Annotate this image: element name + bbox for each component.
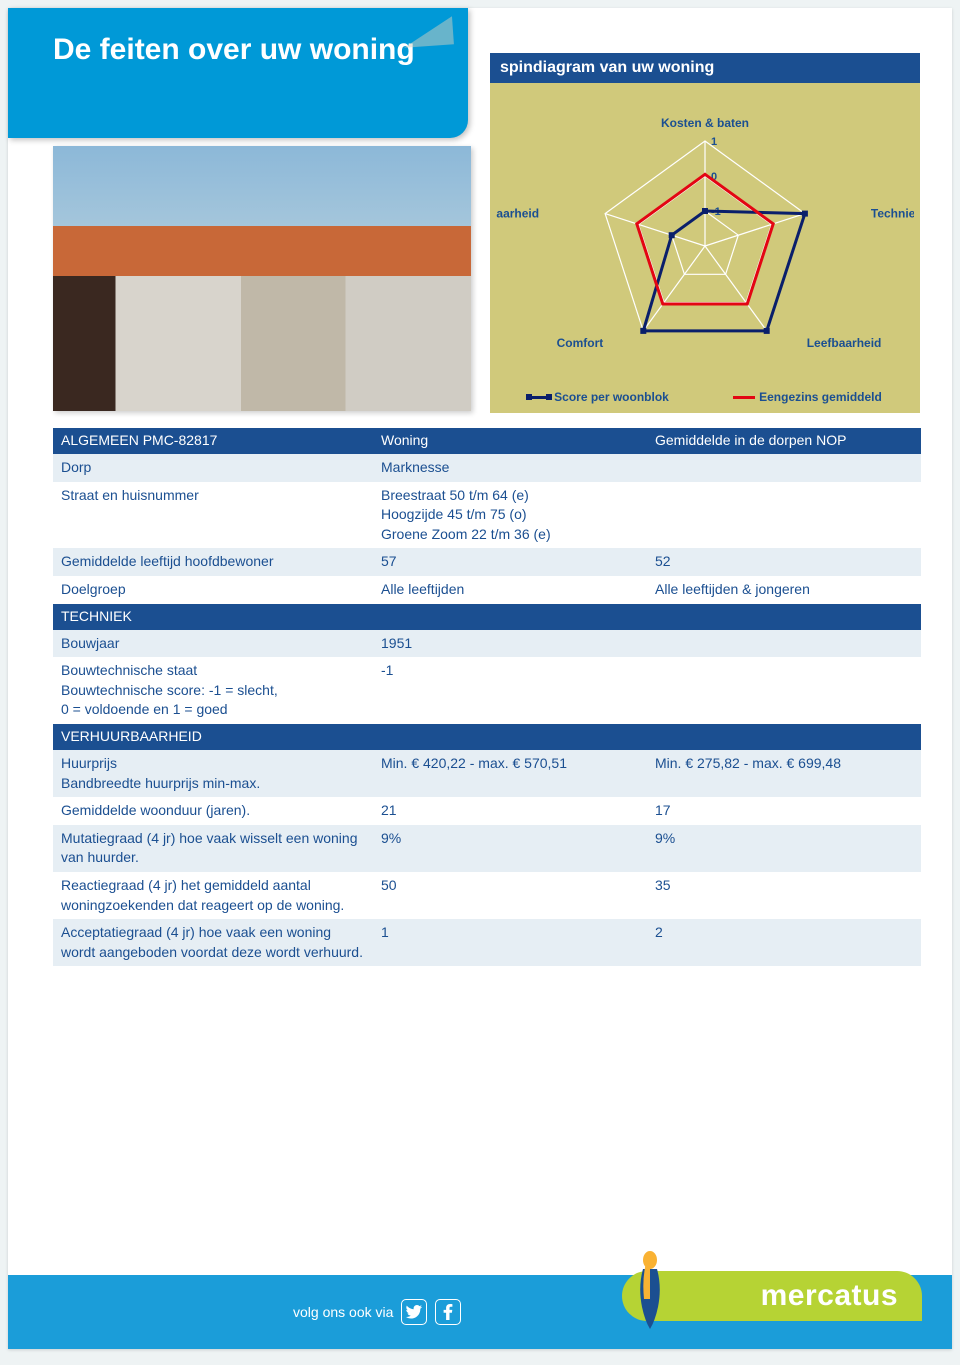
row-value-gemiddelde — [647, 657, 921, 665]
row-label: Acceptatiegraad (4 jr) hoe vaak een woni… — [53, 919, 373, 966]
legend-item-1: Score per woonblok — [528, 390, 669, 404]
radar-chart: Kosten & baten Techniek Leefbaarheid Comfor… — [490, 83, 920, 414]
footer-bar: volg ons ook via mercatus — [8, 1275, 952, 1349]
row-value-gemiddelde: 9% — [647, 825, 921, 853]
row-value-woning: 50 — [373, 872, 647, 900]
section-col2 — [373, 724, 647, 732]
table-row: Acceptatiegraad (4 jr) hoe vaak een woni… — [53, 919, 921, 966]
section-title: TECHNIEK — [53, 604, 373, 628]
section-col3 — [647, 724, 921, 732]
legend-marker-1 — [528, 396, 550, 399]
row-label: Gemiddelde leeftijd hoofdbewoner — [53, 548, 373, 576]
section-title: VERHUURBAARHEID — [53, 724, 373, 748]
row-label: Gemiddelde woonduur (jaren). — [53, 797, 373, 825]
row-value-woning: 1 — [373, 919, 647, 947]
table-section-header: TECHNIEK — [53, 604, 921, 630]
row-label: Doelgroep — [53, 576, 373, 604]
row-value-gemiddelde: 2 — [647, 919, 921, 947]
table-row: HuurprijsBandbreedte huurprijs min-max. … — [53, 750, 921, 797]
row-value-gemiddelde — [647, 482, 921, 490]
row-value-woning: Marknesse — [373, 454, 647, 482]
legend-label-1: Score per woonblok — [554, 390, 669, 404]
twitter-icon[interactable] — [401, 1299, 427, 1325]
page: De feiten over uw woning spindiagram van… — [8, 8, 952, 1349]
facebook-icon[interactable] — [435, 1299, 461, 1325]
row-value-woning: 21 — [373, 797, 647, 825]
page-title: De feiten over uw woning — [8, 8, 468, 67]
row-value-woning: 57 — [373, 548, 647, 576]
row-label: Mutatiegraad (4 jr) hoe vaak wisselt een… — [53, 825, 373, 872]
property-data-table: ALGEMEEN PMC-82817 Woning Gemiddelde in … — [53, 428, 921, 966]
chart-legend: Score per woonblok Eengezins gemiddeld — [496, 386, 914, 410]
row-label: Straat en huisnummer — [53, 482, 373, 510]
legend-item-2: Eengezins gemiddeld — [733, 390, 882, 404]
follow-text: volg ons ook via — [293, 1304, 393, 1320]
row-value-gemiddelde: 35 — [647, 872, 921, 900]
svg-text:Leefbaarheid: Leefbaarheid — [807, 336, 882, 350]
section-title: ALGEMEEN PMC-82817 — [53, 428, 373, 452]
legend-marker-2 — [733, 396, 755, 399]
row-value-woning: -1 — [373, 657, 647, 685]
row-label: Reactiegraad (4 jr) het gemiddeld aantal… — [53, 872, 373, 919]
follow-us: volg ons ook via — [293, 1299, 461, 1325]
table-section-header: VERHUURBAARHEID — [53, 724, 921, 750]
row-value-woning: 9% — [373, 825, 647, 853]
table-row: Dorp Marknesse — [53, 454, 921, 482]
svg-text:Verhuurbaarheid: Verhuurbaarheid — [496, 207, 539, 221]
table-row: Bouwjaar 1951 — [53, 630, 921, 658]
table-row: Gemiddelde woonduur (jaren). 21 17 — [53, 797, 921, 825]
row-value-gemiddelde: 52 — [647, 548, 921, 576]
table-row: Bouwtechnische staatBouwtechnische score… — [53, 657, 921, 724]
row-value-gemiddelde — [647, 630, 921, 638]
row-value-gemiddelde: Min. € 275,82 - max. € 699,48 — [647, 750, 921, 778]
legend-label-2: Eengezins gemiddeld — [759, 390, 882, 404]
row-label: HuurprijsBandbreedte huurprijs min-max. — [53, 750, 373, 797]
row-value-woning: Min. € 420,22 - max. € 570,51 — [373, 750, 647, 778]
chart-title: spindiagram van uw woning — [490, 53, 920, 83]
logo-figure-icon — [632, 1251, 668, 1329]
table-row: Gemiddelde leeftijd hoofdbewoner 57 52 — [53, 548, 921, 576]
table-section-header: ALGEMEEN PMC-82817 Woning Gemiddelde in … — [53, 428, 921, 454]
row-value-woning: 1951 — [373, 630, 647, 658]
section-col2 — [373, 604, 647, 612]
company-logo: mercatus — [602, 1239, 942, 1349]
header-tab: De feiten over uw woning — [8, 8, 468, 138]
svg-text:1: 1 — [711, 136, 717, 148]
radar-svg: Kosten & baten Techniek Leefbaarheid Comfor… — [496, 91, 914, 381]
row-label: Dorp — [53, 454, 373, 482]
logo-text: mercatus — [761, 1279, 898, 1313]
row-label: Bouwtechnische staatBouwtechnische score… — [53, 657, 373, 724]
section-col3 — [647, 604, 921, 612]
row-value-gemiddelde: 17 — [647, 797, 921, 825]
row-label: Bouwjaar — [53, 630, 373, 658]
section-col3: Gemiddelde in de dorpen NOP — [647, 428, 921, 452]
svg-text:Kosten & baten: Kosten & baten — [661, 116, 749, 130]
table-row: Straat en huisnummer Breestraat 50 t/m 6… — [53, 482, 921, 549]
radar-chart-card: spindiagram van uw woning Kosten & baten… — [490, 53, 920, 413]
row-value-woning: Alle leeftijden — [373, 576, 647, 604]
property-photo — [53, 146, 471, 411]
row-value-gemiddelde: Alle leeftijden & jongeren — [647, 576, 921, 604]
svg-text:Techniek: Techniek — [871, 207, 914, 221]
table-row: Mutatiegraad (4 jr) hoe vaak wisselt een… — [53, 825, 921, 872]
table-row: Doelgroep Alle leeftijden Alle leeftijde… — [53, 576, 921, 604]
svg-text:Comfort: Comfort — [557, 336, 604, 350]
row-value-woning: Breestraat 50 t/m 64 (e)Hoogzijde 45 t/m… — [373, 482, 647, 549]
section-col2: Woning — [373, 428, 647, 452]
row-value-gemiddelde — [647, 454, 921, 462]
table-row: Reactiegraad (4 jr) het gemiddeld aantal… — [53, 872, 921, 919]
page-fold — [402, 16, 454, 47]
